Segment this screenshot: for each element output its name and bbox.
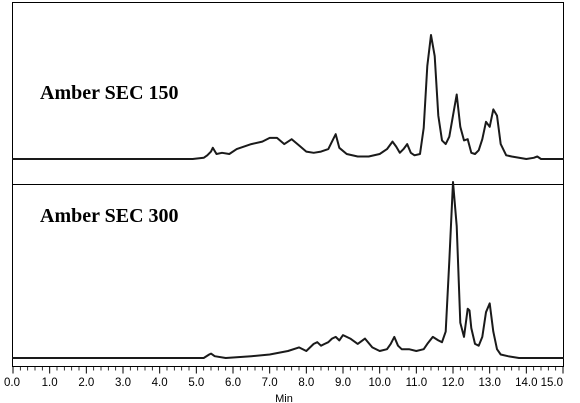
panel-2-label: Amber SEC 300 [40, 205, 179, 227]
x-tick-label-0.0: 0.0 [4, 377, 20, 389]
panel-1-trace [12, 34, 564, 160]
x-tick-label-15.0: 15.0 [541, 377, 563, 389]
x-tick-label-3.0: 3.0 [115, 377, 131, 389]
x-tick-label-9.0: 9.0 [335, 377, 351, 389]
x-tick-label-11.0: 11.0 [406, 377, 428, 389]
x-tick-label-5.0: 5.0 [188, 377, 204, 389]
x-tick-label-13.0: 13.0 [478, 377, 500, 389]
panel-1-label: Amber SEC 150 [40, 82, 179, 104]
x-tick-label-8.0: 8.0 [298, 377, 314, 389]
x-tick-label-6.0: 6.0 [225, 377, 241, 389]
x-tick-label-1.0: 1.0 [42, 377, 58, 389]
x-axis-title: Min [275, 393, 293, 403]
panel-2-frame [12, 184, 564, 367]
x-tick-label-12.0: 12.0 [442, 377, 464, 389]
panel-2-trace [12, 181, 564, 359]
x-tick-label-2.0: 2.0 [78, 377, 94, 389]
x-tick-label-10.0: 10.0 [368, 377, 390, 389]
x-tick-label-7.0: 7.0 [262, 377, 278, 389]
x-axis: 0.0 1.0 2.0 3.0 4.0 5.0 6.0 7.0 8.0 9.0 10.0 11.0 12… [4, 366, 564, 389]
x-tick-label-14.0: 14.0 [515, 377, 537, 389]
x-tick-label-4.0: 4.0 [152, 377, 168, 389]
